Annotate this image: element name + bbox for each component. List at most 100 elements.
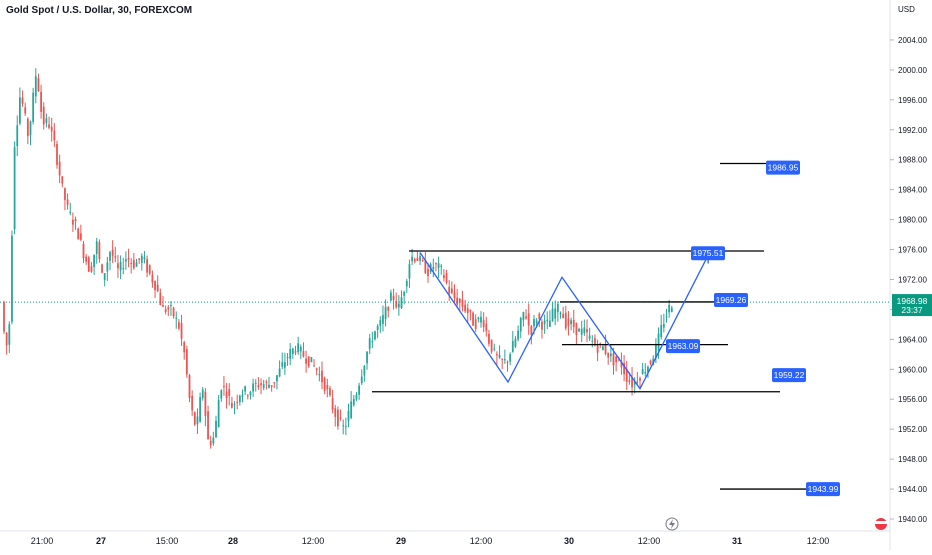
- current-price-value: 1968.98: [897, 296, 928, 306]
- candle-body: [233, 404, 236, 406]
- candle-body: [575, 322, 578, 335]
- candle-body: [164, 309, 167, 313]
- candle-body: [154, 280, 156, 291]
- x-tick-label: 12:00: [470, 536, 493, 546]
- price-label-text: 1969.26: [716, 295, 747, 305]
- candle-body: [443, 275, 445, 279]
- candle-body: [445, 272, 448, 283]
- flash-icon-glyph: [669, 519, 675, 529]
- candle-body: [260, 383, 262, 386]
- candle-body: [572, 319, 575, 327]
- y-tick-label: 1980.00: [898, 216, 927, 225]
- candle-body: [379, 320, 382, 326]
- candle-body: [413, 258, 416, 262]
- candle-body: [241, 394, 244, 397]
- candle-body: [549, 320, 551, 327]
- candle-body: [313, 365, 315, 367]
- candle-body: [297, 343, 300, 353]
- y-tick-label: 1976.00: [898, 246, 927, 255]
- price-label-box: [766, 160, 800, 175]
- currency-label: USD: [898, 5, 915, 14]
- candle-body: [34, 76, 37, 97]
- candle-body: [315, 368, 318, 371]
- candle-body: [278, 368, 281, 377]
- x-tick-label: 12:00: [302, 536, 325, 546]
- candle-body: [474, 319, 477, 329]
- candle-body: [633, 380, 636, 385]
- candle-body: [138, 258, 141, 260]
- candle-body: [567, 318, 570, 326]
- candle-body: [599, 343, 602, 345]
- candle-body: [496, 354, 498, 356]
- candle-body: [490, 339, 493, 352]
- candle-body: [246, 395, 249, 397]
- candle-body: [607, 352, 610, 358]
- candle-body: [334, 408, 337, 417]
- candle-body: [183, 342, 186, 353]
- candle-body: [485, 323, 488, 331]
- candle-body: [162, 305, 164, 307]
- candle-body: [368, 338, 371, 349]
- candle-body: [530, 326, 533, 335]
- candle-body: [310, 357, 313, 363]
- candle-body: [199, 397, 201, 422]
- candle-body: [265, 381, 268, 383]
- candle-body: [427, 268, 429, 277]
- candle-body: [342, 425, 345, 427]
- candle-body: [403, 292, 406, 296]
- x-tick-label: 21:00: [31, 536, 54, 546]
- candle-body: [376, 325, 379, 330]
- candle-body: [466, 308, 469, 314]
- candle-body: [101, 264, 103, 273]
- x-tick-label: 29: [396, 536, 406, 546]
- candle-body: [339, 417, 342, 419]
- candle-body: [111, 249, 114, 256]
- candle-body: [586, 329, 588, 333]
- candle-body: [602, 346, 604, 350]
- candle-body: [562, 314, 565, 319]
- candle-body: [450, 288, 453, 293]
- candle-body: [217, 399, 220, 428]
- candle-body: [509, 354, 512, 362]
- candle-body: [276, 375, 278, 382]
- candle-body: [366, 351, 368, 364]
- candle-body: [5, 332, 8, 346]
- candle-body: [355, 394, 358, 400]
- candle-body: [453, 292, 456, 299]
- candle-body: [85, 256, 88, 262]
- candle-body: [647, 366, 649, 373]
- candle-body: [493, 348, 496, 350]
- x-tick-label: 15:00: [156, 536, 179, 546]
- candle-body: [77, 228, 80, 240]
- candle-body: [29, 121, 32, 136]
- candle-body: [543, 320, 546, 325]
- candle-body: [408, 264, 411, 279]
- candle-body: [644, 372, 647, 374]
- candle-body: [201, 389, 204, 399]
- price-label-box: [772, 368, 806, 383]
- candle-body: [358, 385, 360, 395]
- y-tick-label: 2004.00: [898, 36, 927, 45]
- candle-body: [270, 385, 273, 387]
- candle-body: [482, 320, 485, 327]
- candle-body: [591, 340, 594, 342]
- candle-body: [337, 409, 339, 427]
- candle-body: [440, 265, 443, 267]
- candle-body: [281, 362, 284, 367]
- candle-body: [79, 233, 82, 240]
- candle-body: [498, 355, 501, 358]
- candle-body: [347, 410, 350, 421]
- y-tick-label: 1964.00: [898, 335, 927, 344]
- candle-body: [464, 304, 466, 312]
- y-tick-label: 1996.00: [898, 96, 927, 105]
- candle-body: [193, 412, 196, 425]
- y-tick-label: 1948.00: [898, 455, 927, 464]
- candle-body: [625, 368, 628, 382]
- price-label-box: [714, 292, 748, 307]
- price-label-text: 1959.22: [774, 370, 805, 380]
- candle-body: [196, 416, 199, 425]
- x-tick-label: 28: [228, 536, 238, 546]
- y-tick-label: 1984.00: [898, 186, 927, 195]
